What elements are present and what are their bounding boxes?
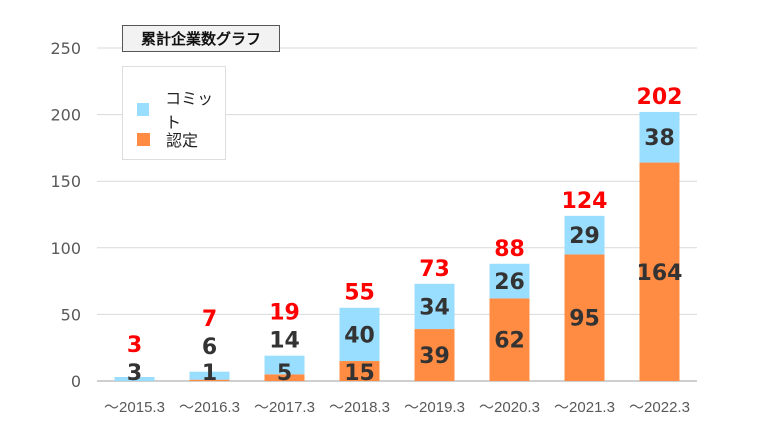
x-tick-label: ～2021.3 — [554, 399, 615, 416]
y-tick-label: 150 — [50, 172, 81, 191]
legend-swatch-commit — [137, 102, 150, 116]
y-tick-label: 0 — [71, 372, 81, 391]
legend-label-commit: コミット — [165, 89, 214, 132]
bar-segment-commit — [639, 111, 680, 163]
data-label-total: 202 — [637, 85, 683, 110]
data-label-certified: 62 — [494, 329, 525, 354]
x-tick-label: ～2016.3 — [179, 399, 240, 416]
legend-item-commit: コミット — [137, 85, 225, 133]
legend: コミット 認定 — [122, 66, 226, 160]
legend-label-certified: 認定 — [166, 131, 199, 150]
bar-segment-commit — [114, 377, 155, 381]
bar-segment-certified — [339, 361, 380, 381]
y-tick-label: 50 — [61, 305, 81, 324]
bar-segment-certified — [639, 162, 680, 381]
data-label-commit: 29 — [569, 224, 600, 249]
data-label-total: 73 — [419, 257, 450, 282]
x-tick-label: ～2017.3 — [254, 399, 315, 416]
data-label-total: 124 — [562, 189, 608, 214]
data-label-total: 7 — [202, 307, 217, 332]
x-tick-label: ～2015.3 — [104, 399, 165, 416]
data-label-certified: 15 — [344, 361, 375, 386]
y-tick-label: 200 — [50, 106, 81, 125]
legend-swatch-certified — [137, 132, 150, 146]
data-label-commit: 14 — [269, 329, 300, 354]
data-label-certified: 1 — [202, 361, 217, 386]
data-label-total: 3 — [127, 333, 142, 358]
bar-segment-certified — [564, 254, 605, 381]
data-label-certified: 164 — [637, 261, 683, 286]
bar-segment-commit — [264, 355, 305, 375]
data-label-certified: 39 — [419, 344, 450, 369]
chart-title: 累計企業数グラフ — [122, 25, 280, 52]
y-tick-label: 100 — [50, 239, 81, 258]
data-label-certified: 95 — [569, 307, 600, 332]
bar-segment-commit — [189, 371, 230, 380]
data-label-commit: 34 — [419, 295, 450, 320]
bar-segment-commit — [339, 307, 380, 362]
legend-item-certified: 認定 — [137, 127, 198, 151]
bar-segment-commit — [414, 283, 455, 330]
x-tick-label: ～2019.3 — [404, 399, 465, 416]
bar-segment-certified — [489, 298, 530, 381]
bar-segment-certified — [189, 379, 230, 381]
data-label-commit: 26 — [494, 270, 525, 295]
data-label-commit: 6 — [202, 335, 217, 360]
data-label-commit: 38 — [644, 126, 675, 151]
x-tick-label: ～2020.3 — [479, 399, 540, 416]
bar-segment-certified — [414, 329, 455, 381]
bar-segment-certified — [264, 374, 305, 381]
data-label-total: 19 — [269, 301, 300, 326]
bar-segment-commit — [564, 215, 605, 255]
x-tick-label: ～2018.3 — [329, 399, 390, 416]
data-label-total: 88 — [494, 237, 525, 262]
data-label-certified: 5 — [277, 361, 292, 386]
data-label-commit: 3 — [127, 361, 142, 386]
x-tick-label: ～2022.3 — [629, 399, 690, 416]
data-label-total: 55 — [344, 281, 375, 306]
data-label-commit: 40 — [344, 323, 375, 348]
y-tick-label: 250 — [50, 39, 81, 58]
bar-segment-commit — [489, 263, 530, 299]
